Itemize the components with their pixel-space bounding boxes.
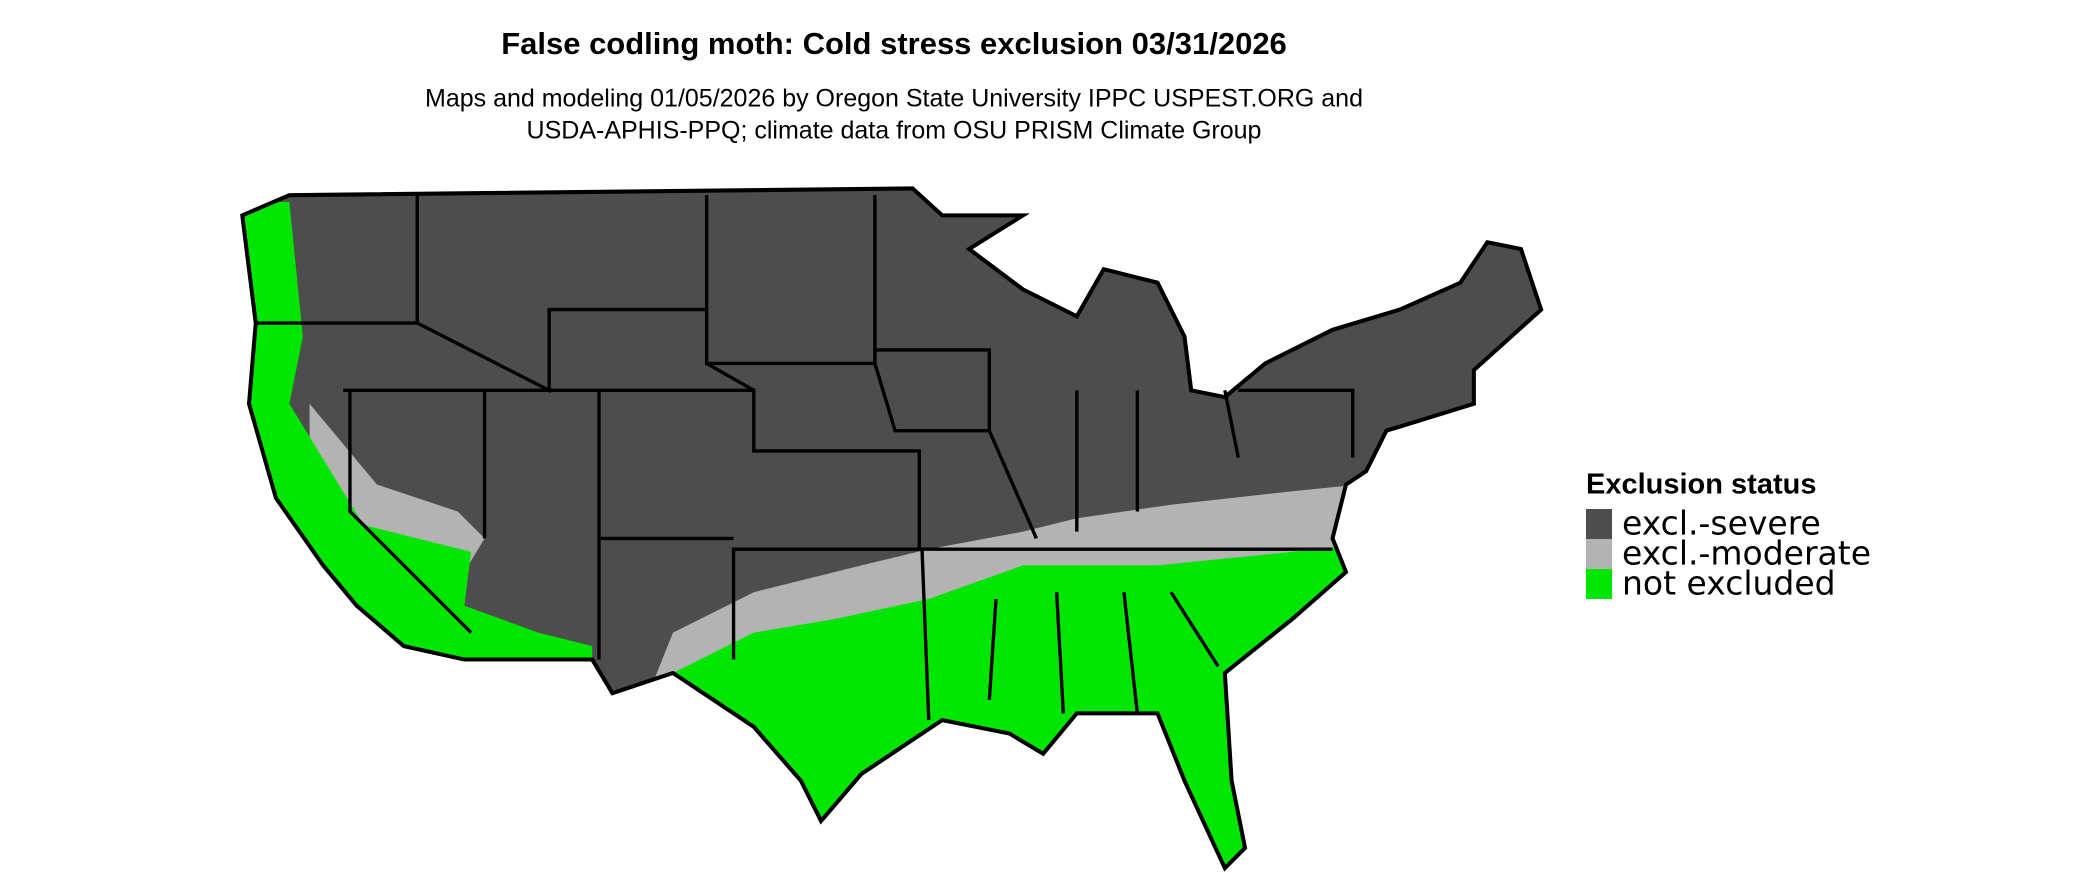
map-subtitle: USDA-APHIS-PPQ; climate data from OSU PR… xyxy=(527,117,1262,145)
legend-label: excl.-moderate xyxy=(1622,534,1871,573)
state-borders xyxy=(255,195,1355,721)
us-map xyxy=(202,162,1575,892)
map-title: False codling moth: Cold stress exclusio… xyxy=(501,26,1287,61)
map-subtitle: Maps and modeling 01/05/2026 by Oregon S… xyxy=(425,85,1363,113)
legend-swatch xyxy=(1586,509,1612,539)
legend-label: excl.-severe xyxy=(1622,504,1821,543)
legend-label: not excluded xyxy=(1622,564,1836,603)
legend-swatch xyxy=(1586,539,1612,569)
legend-swatch xyxy=(1586,569,1612,599)
legend-title: Exclusion status xyxy=(1586,469,1816,501)
